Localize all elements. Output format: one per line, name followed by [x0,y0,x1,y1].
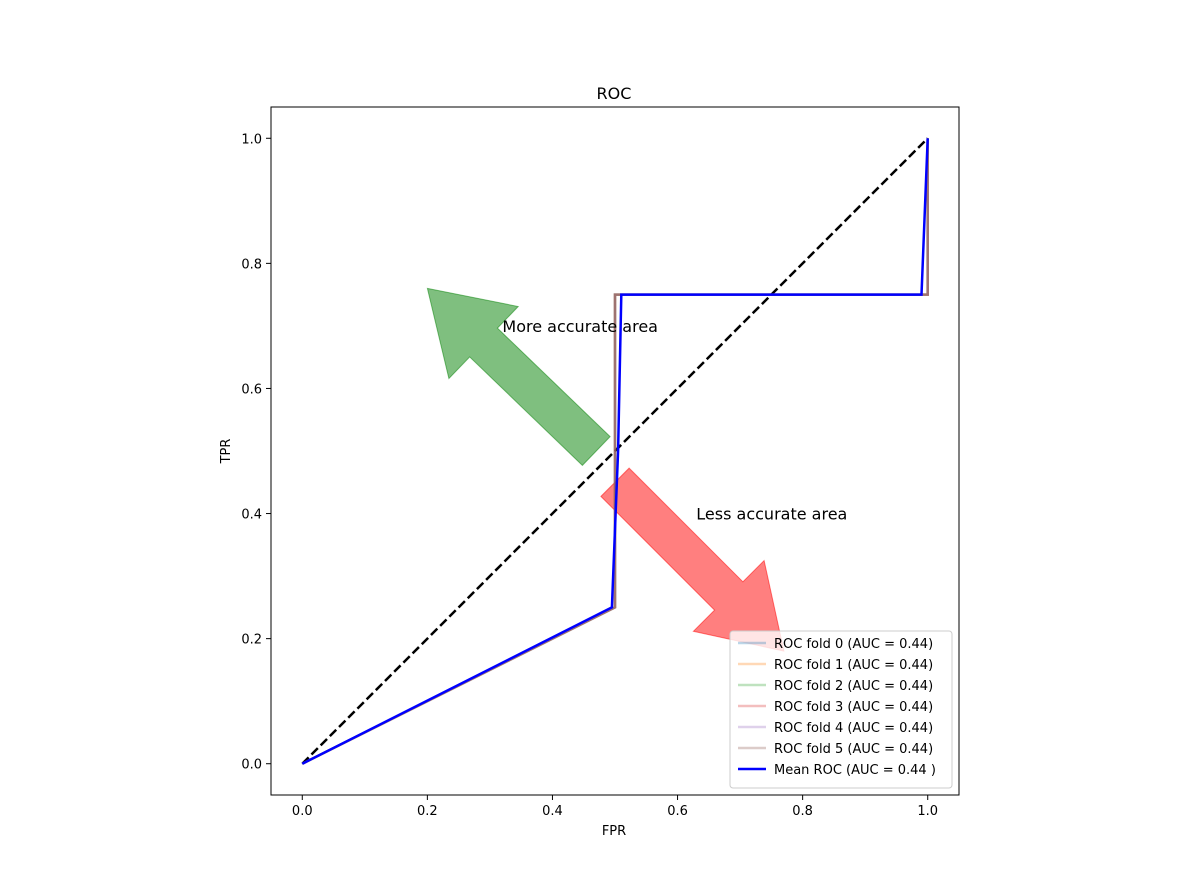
plot-area: More accurate area Less accurate area 0.0 0… [241,106,960,819]
x-tick-label: 0.2 [417,804,438,819]
y-axis-label: TPR [219,439,234,465]
legend-entry: ROC fold 1 (AUC = 0.44) [774,658,933,673]
annotation-arrow-1 [600,467,785,652]
mean-roc-line [301,138,929,765]
x-axis-label: FPR [602,824,626,839]
y-tick-label: 1.0 [241,132,262,147]
y-tick-label: 0.6 [241,382,262,397]
y-tick-label: 0.8 [241,257,262,272]
annotation-text-1: Less accurate area [696,505,847,524]
y-tick-label: 0.0 [241,758,262,773]
legend: ROC fold 0 (AUC = 0.44) ROC fold 1 (AUC =… [729,630,953,789]
y-tick-label: 0.2 [241,633,262,648]
annotation-text-0: More accurate area [502,317,658,336]
legend-entry: ROC fold 0 (AUC = 0.44) [774,637,933,652]
legend-entry: ROC fold 4 (AUC = 0.44) [774,721,933,736]
x-tick-label: 0.6 [667,804,688,819]
legend-entry: ROC fold 3 (AUC = 0.44) [774,700,933,715]
legend-entry: ROC fold 5 (AUC = 0.44) [774,742,933,757]
x-tick-label: 0.8 [792,804,813,819]
legend-box [729,630,953,789]
x-tick-label: 0.0 [292,804,313,819]
legend-entry: Mean ROC (AUC = 0.44 ) [774,763,936,778]
x-tick-label: 0.4 [542,804,563,819]
x-tick-label: 1.0 [917,804,938,819]
legend-entry: ROC fold 2 (AUC = 0.44) [774,679,933,694]
chance-diagonal-line [301,137,929,765]
y-tick-label: 0.4 [241,508,262,523]
chart-title: ROC [597,84,632,103]
annotation-arrow-0 [426,287,611,467]
plot-frame [270,106,960,796]
